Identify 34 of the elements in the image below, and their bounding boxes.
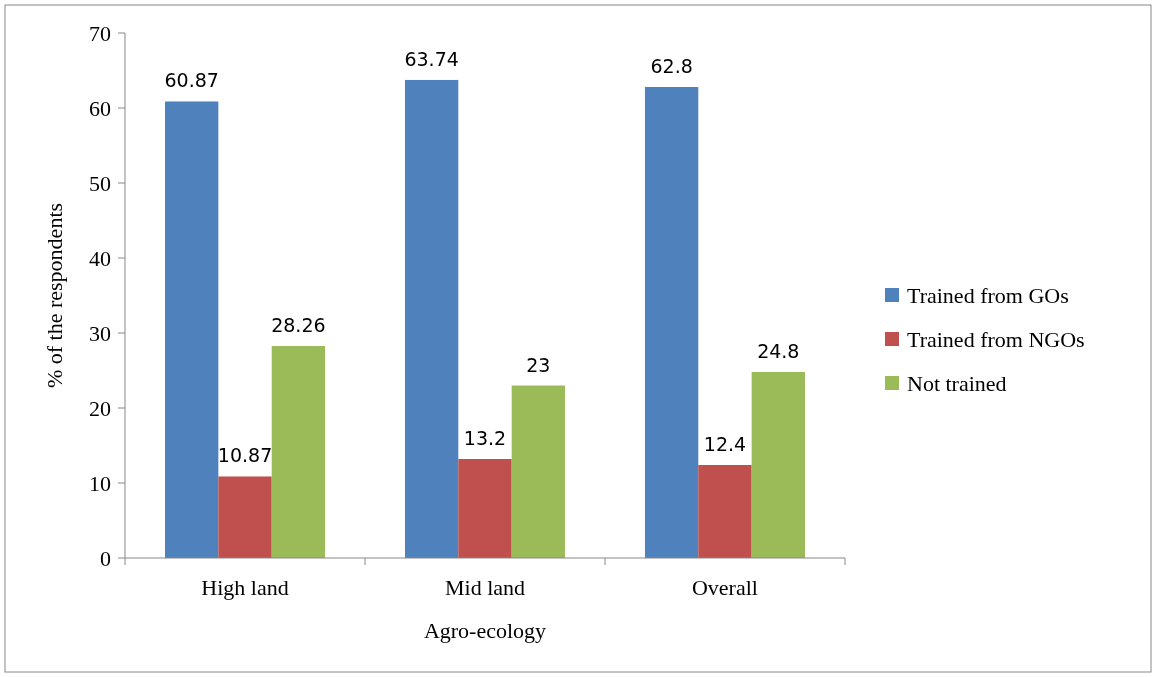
legend-label: Trained from GOs [907, 282, 1069, 308]
y-tick-label: 30 [89, 320, 111, 346]
x-tick-label: High land [201, 575, 289, 600]
y-tick-label: 40 [89, 245, 111, 271]
data-label: 10.87 [217, 444, 273, 467]
data-label: 23 [526, 353, 551, 376]
x-axis-title: Agro-ecology [423, 618, 547, 643]
y-tick-label: 0 [100, 545, 111, 571]
legend-label: Trained from NGOs [907, 326, 1085, 352]
bar [404, 79, 459, 558]
data-label: 63.74 [404, 47, 459, 70]
y-tick-label: 60 [89, 95, 111, 121]
y-tick-label: 10 [89, 470, 111, 496]
y-axis-title: % of the respondents [42, 202, 67, 389]
bar [165, 101, 219, 558]
bar [751, 372, 805, 558]
data-label: 13.2 [463, 427, 507, 449]
bar [698, 465, 752, 558]
y-tick-label: 20 [89, 395, 111, 421]
bar [458, 459, 512, 558]
x-tick-label: Overall [691, 575, 758, 600]
legend-label: Not trained [907, 370, 1007, 396]
bar [218, 476, 272, 558]
data-label: 62.8 [650, 55, 693, 77]
y-tick-label: 70 [89, 20, 111, 46]
bar [511, 385, 566, 558]
bar [271, 346, 326, 558]
data-label: 24.8 [757, 340, 800, 362]
data-label: 60.87 [164, 69, 219, 92]
bar [644, 87, 699, 558]
y-tick-label: 50 [89, 170, 111, 196]
data-label: 28.26 [271, 314, 326, 337]
x-tick-label: Mid land [444, 575, 526, 600]
data-label: 12.4 [703, 433, 747, 455]
